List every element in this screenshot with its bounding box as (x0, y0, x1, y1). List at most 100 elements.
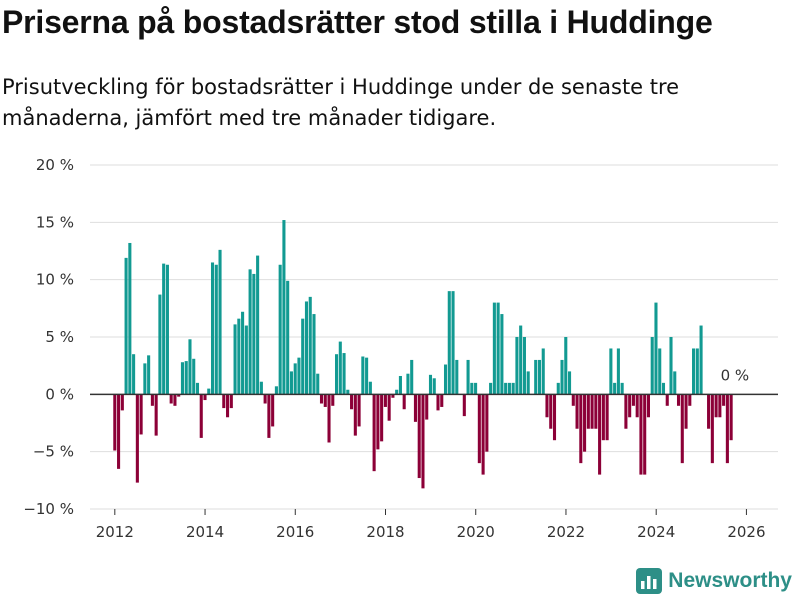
bar (443, 364, 448, 395)
bar (684, 394, 688, 429)
bar (477, 394, 481, 464)
bar (117, 394, 121, 469)
bar (252, 273, 256, 395)
bar-chart-logo-icon (636, 568, 663, 594)
bar (195, 382, 200, 395)
bar (113, 394, 117, 451)
bar (654, 302, 658, 395)
bar (579, 394, 583, 464)
bar (616, 348, 620, 395)
bar (267, 394, 271, 438)
bar (590, 394, 594, 429)
bar (541, 348, 545, 395)
bar (135, 394, 139, 483)
bar (218, 249, 222, 395)
bar (256, 255, 260, 395)
bar (564, 337, 568, 395)
y-tick-label: −5 % (33, 443, 74, 461)
bar (301, 318, 305, 395)
bar (177, 394, 181, 397)
bar (440, 394, 444, 407)
bar (504, 382, 508, 395)
bar (628, 394, 632, 418)
bar (680, 394, 684, 464)
bar (489, 382, 493, 395)
bar (203, 394, 207, 401)
bar (673, 371, 677, 395)
bar (289, 371, 293, 395)
bar (537, 359, 542, 395)
bar (669, 337, 673, 395)
bar (237, 318, 241, 395)
bar (147, 355, 151, 395)
y-tick-label: 5 % (45, 328, 74, 346)
bar (583, 394, 587, 452)
bar (132, 354, 136, 395)
bar (271, 394, 275, 427)
bar (609, 348, 613, 395)
bar (391, 394, 395, 398)
bar (688, 394, 692, 406)
bar (376, 394, 380, 450)
bar (485, 394, 489, 452)
bar (710, 394, 714, 464)
bar (447, 291, 451, 395)
bar (534, 359, 538, 395)
bar (556, 382, 560, 395)
bar (436, 394, 440, 411)
bar (613, 382, 617, 395)
bar (466, 359, 470, 395)
gridlines (90, 164, 778, 510)
bar (646, 394, 650, 418)
y-tick-label: 20 % (36, 156, 74, 174)
bar (297, 357, 301, 395)
bars (113, 220, 737, 489)
bar (323, 394, 327, 407)
bar (658, 348, 662, 395)
bar (552, 394, 557, 441)
bar (169, 394, 173, 404)
bar (162, 263, 166, 395)
bar (372, 394, 376, 472)
bar (395, 389, 399, 395)
bar (263, 394, 267, 404)
x-tick-label: 2014 (186, 523, 224, 541)
bar (293, 363, 297, 395)
bar (406, 373, 410, 395)
bar (244, 325, 248, 395)
chart-subtitle: Prisutveckling för bostadsrätter i Huddi… (2, 75, 680, 130)
bar (346, 389, 350, 395)
bar (500, 314, 504, 395)
bar (368, 381, 372, 395)
bar (515, 337, 519, 395)
bar (353, 394, 357, 436)
bar (496, 302, 500, 395)
bar (511, 382, 515, 395)
bar (722, 394, 726, 406)
bar (522, 337, 526, 395)
x-tick-label: 2026 (727, 523, 765, 541)
bar (725, 394, 729, 464)
y-tick-label: 0 % (45, 385, 74, 403)
bar (643, 394, 647, 475)
x-tick-label: 2012 (96, 523, 134, 541)
bar (361, 356, 365, 395)
bar (226, 394, 230, 418)
bar (304, 301, 309, 395)
bar (286, 280, 290, 395)
bar (455, 359, 459, 395)
bar (199, 394, 203, 438)
bar (417, 394, 421, 479)
bar (158, 294, 162, 395)
bar (699, 325, 703, 395)
bar (128, 242, 132, 395)
bar (718, 394, 722, 418)
bar (729, 394, 733, 441)
bar (594, 394, 598, 429)
bar (308, 296, 312, 395)
bar (173, 394, 177, 406)
bar (410, 359, 414, 395)
bar (605, 394, 609, 441)
bar (661, 382, 666, 395)
bar (639, 394, 643, 475)
